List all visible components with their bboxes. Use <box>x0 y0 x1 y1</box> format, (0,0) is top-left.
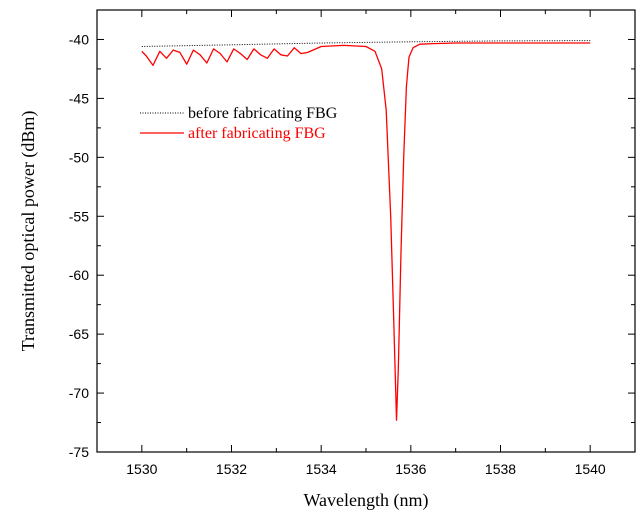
x-axis-title: Wavelength (nm) <box>303 490 428 511</box>
legend-label-before: before fabricating FBG <box>188 105 338 122</box>
axis-ticks <box>96 10 636 453</box>
x-tick-label: 1534 <box>306 461 337 477</box>
y-tick-label: -55 <box>69 208 89 224</box>
legend: before fabricating FBG after fabricating… <box>140 105 338 142</box>
series-layer <box>141 40 591 421</box>
series-line-after-fbg <box>141 42 591 421</box>
x-tick-label: 1536 <box>395 461 426 477</box>
y-tick-label: -50 <box>69 149 89 165</box>
y-tick-label: -60 <box>69 267 89 283</box>
y-tick-label: -40 <box>69 31 89 47</box>
x-tick-labels: 1530 1532 1534 1536 1538 1540 <box>126 461 606 477</box>
x-tick-label: 1540 <box>575 461 606 477</box>
y-axis-title: Transmitted optical power (dBm) <box>18 111 39 352</box>
y-tick-label: -45 <box>69 90 89 106</box>
plot-frame <box>96 9 636 453</box>
y-tick-labels: -75 -70 -65 -60 -55 -50 -45 -40 <box>69 31 89 460</box>
x-tick-label: 1532 <box>216 461 247 477</box>
y-tick-label: -75 <box>69 444 89 460</box>
y-tick-label: -65 <box>69 326 89 342</box>
x-tick-label: 1530 <box>126 461 157 477</box>
y-tick-label: -70 <box>69 385 89 401</box>
x-tick-label: 1538 <box>485 461 516 477</box>
legend-label-after: after fabricating FBG <box>188 125 326 142</box>
